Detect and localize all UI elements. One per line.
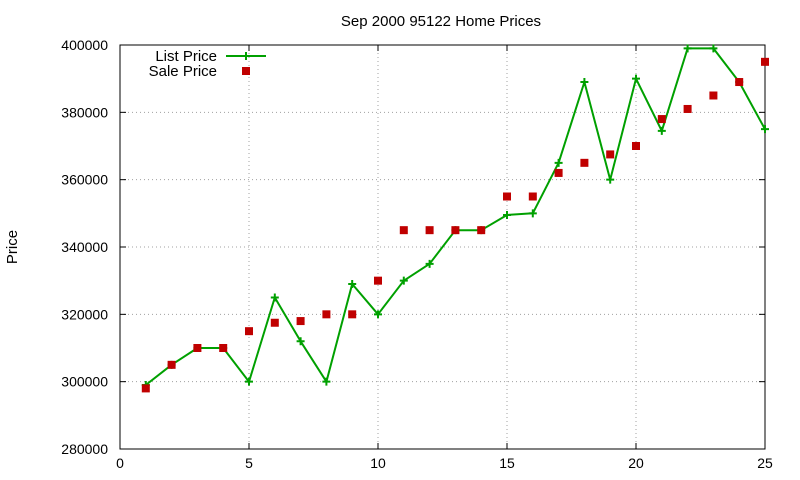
data-point-list-price — [632, 74, 640, 83]
x-tick-label: 15 — [499, 455, 515, 471]
series-layer — [141, 44, 769, 393]
data-point-sale-price — [606, 150, 615, 159]
data-point-list-price — [657, 126, 666, 135]
data-point-list-price — [245, 377, 253, 386]
series-sale-price — [141, 57, 769, 393]
legend: List Price Sale Price — [149, 48, 266, 80]
data-point-list-price — [503, 211, 511, 220]
data-point-sale-price — [296, 317, 305, 326]
data-point-sale-price — [322, 310, 331, 319]
data-point-sale-price — [374, 276, 382, 285]
y-tick-label: 360000 — [61, 172, 108, 188]
data-point-sale-price — [632, 142, 640, 150]
data-point-sale-price — [193, 344, 202, 352]
x-tick-label: 20 — [628, 455, 644, 471]
legend-label-list-price: List Price — [155, 48, 217, 65]
legend-marker-list-price — [242, 52, 250, 60]
data-point-list-price — [322, 377, 331, 386]
series-list-price — [141, 44, 769, 390]
data-point-sale-price — [554, 168, 563, 177]
data-point-sale-price — [477, 226, 486, 235]
data-point-sale-price — [348, 310, 357, 319]
x-tick-label: 5 — [245, 455, 253, 471]
data-point-list-price — [296, 337, 305, 346]
series-line-list-price — [145, 47, 766, 386]
data-point-sale-price — [761, 57, 769, 66]
data-point-sale-price — [683, 104, 692, 113]
data-point-sale-price — [270, 318, 279, 327]
data-point-sale-price — [245, 327, 253, 336]
x-axis: 0 5 10 15 20 25 — [116, 45, 773, 471]
y-tick-label: 320000 — [61, 306, 108, 322]
data-point-list-price — [374, 310, 382, 319]
y-tick-label: 340000 — [61, 239, 108, 255]
y-tick-label: 380000 — [61, 104, 108, 120]
data-point-list-price — [399, 276, 408, 285]
x-tick-label: 25 — [757, 455, 773, 471]
data-point-sale-price — [709, 91, 718, 100]
data-point-list-price — [580, 78, 589, 87]
data-point-sale-price — [580, 158, 589, 167]
data-point-list-price — [270, 293, 279, 302]
data-point-sale-price — [425, 226, 434, 235]
data-point-list-price — [554, 158, 563, 167]
legend-label-sale-price: Sale Price — [149, 63, 217, 80]
data-point-sale-price — [141, 384, 150, 393]
legend-marker-sale-price — [242, 67, 250, 75]
data-point-list-price — [425, 259, 434, 268]
y-tick-label: 280000 — [61, 441, 108, 457]
data-point-sale-price — [503, 192, 511, 201]
data-point-list-price — [709, 44, 718, 53]
data-point-sale-price — [451, 226, 460, 235]
data-point-sale-price — [167, 360, 176, 369]
data-point-list-price — [683, 44, 692, 53]
data-point-list-price — [761, 125, 769, 134]
data-point-sale-price — [735, 78, 744, 87]
y-axis: 280000 300000 320000 340000 360000 380000 4000… — [61, 37, 765, 457]
y-tick-label: 400000 — [61, 37, 108, 53]
y-axis-label: Price — [4, 230, 21, 264]
data-point-list-price — [528, 209, 537, 218]
data-point-list-price — [348, 280, 357, 289]
data-point-sale-price — [657, 115, 666, 124]
data-point-sale-price — [219, 344, 228, 352]
data-point-sale-price — [528, 192, 537, 201]
x-tick-label: 0 — [116, 455, 124, 471]
chart-title: Sep 2000 95122 Home Prices — [341, 13, 541, 30]
y-tick-label: 300000 — [61, 374, 108, 390]
data-point-sale-price — [399, 226, 408, 235]
x-tick-label: 10 — [370, 455, 386, 471]
data-point-list-price — [606, 175, 615, 184]
